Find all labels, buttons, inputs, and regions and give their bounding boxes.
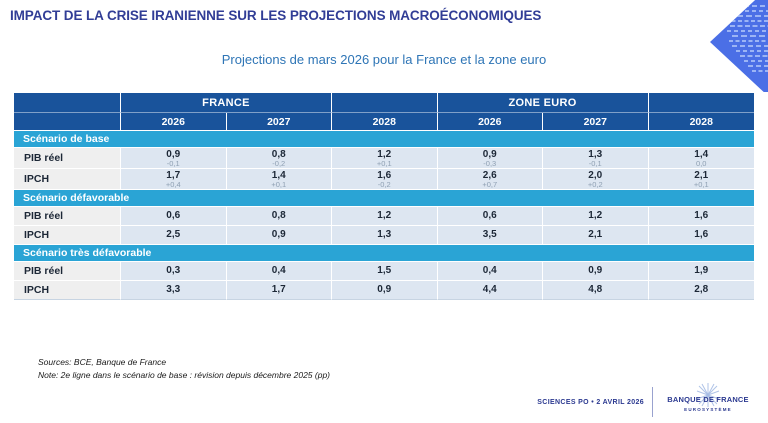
value-cell: 1,2 — [332, 207, 438, 226]
row-label: IPCH — [14, 226, 121, 245]
page-title: IMPACT DE LA CRISE IRANIENNE SUR LES PRO… — [10, 8, 542, 23]
region-header-zone-euro: ZONE EURO — [437, 93, 649, 113]
year-header: 2028 — [332, 113, 438, 131]
value-cell: 0,3 — [121, 262, 227, 281]
value-cell: 1,6 — [648, 226, 754, 245]
value-cell: 1,2 — [543, 207, 649, 226]
value-cell: 0,4 — [226, 262, 332, 281]
value-cell: 0,6 — [121, 207, 227, 226]
revision-value: 0,0 — [696, 159, 707, 168]
table-row: IPCH 3,3 1,7 0,9 4,4 4,8 2,8 — [14, 281, 754, 300]
slide-subtitle: Projections de mars 2026 pour la France … — [221, 52, 547, 67]
value-cell: 1,4 0,0 — [648, 148, 754, 169]
value-cell: 0,6 — [437, 207, 543, 226]
value-cell: 2,8 — [648, 281, 754, 300]
row-label: PIB réel — [14, 262, 121, 281]
value-cell: 1,7 — [226, 281, 332, 300]
value-cell: 0,9 -0,1 — [121, 148, 227, 169]
value-cell: 2,0 +0,2 — [543, 169, 649, 190]
value-cell: 0,8 — [226, 207, 332, 226]
banque-de-france-diamond-icon — [710, 0, 768, 92]
value-cell: 1,3 — [332, 226, 438, 245]
revision-value: -0,1 — [588, 159, 602, 168]
revision-value: -0,3 — [483, 159, 497, 168]
value-cell: 1,3 -0,1 — [543, 148, 649, 169]
section-header-tres-defavorable: Scénario très défavorable — [14, 245, 754, 262]
revision-value: +0,4 — [165, 180, 181, 189]
footer-divider — [652, 387, 653, 417]
revision-value: +0,7 — [482, 180, 498, 189]
event-date-label: SCIENCES PO • 2 AVRIL 2026 — [537, 399, 644, 406]
value-cell: 1,6 — [648, 207, 754, 226]
revision-value: +0,2 — [587, 180, 603, 189]
region-header-spacer — [648, 93, 754, 113]
value-cell: 0,9 — [226, 226, 332, 245]
value-cell: 0,9 -0,3 — [437, 148, 543, 169]
year-header: 2028 — [648, 113, 754, 131]
logo-wordmark: BANQUE DE FRANCE — [667, 395, 749, 404]
revision-value: -0,1 — [166, 159, 180, 168]
year-header: 2026 — [121, 113, 227, 131]
value-cell: 0,8 -0,2 — [226, 148, 332, 169]
table-row: PIB réel 0,9 -0,1 0,8 -0,2 1,2 +0,1 0,9 -0,3… — [14, 148, 754, 169]
revision-note: Note: 2e ligne dans le scénario de base … — [38, 369, 331, 380]
value-cell: 1,9 — [648, 262, 754, 281]
value-cell: 0,9 — [332, 281, 438, 300]
year-header: 2027 — [543, 113, 649, 131]
section-header-base: Scénario de base — [14, 131, 754, 148]
revision-value: +0,1 — [271, 180, 287, 189]
value-cell: 3,5 — [437, 226, 543, 245]
table-row: IPCH 2,5 0,9 1,3 3,5 2,1 1,6 — [14, 226, 754, 245]
value-cell: 0,4 — [437, 262, 543, 281]
value-cell: 2,1 — [543, 226, 649, 245]
row-label: IPCH — [14, 281, 121, 300]
value-cell: 4,4 — [437, 281, 543, 300]
revision-value: +0,1 — [376, 159, 392, 168]
value-cell: 1,4 +0,1 — [226, 169, 332, 190]
table-row: PIB réel 0,6 0,8 1,2 0,6 1,2 1,6 — [14, 207, 754, 226]
value-cell: 3,3 — [121, 281, 227, 300]
value-cell: 1,6 -0,2 — [332, 169, 438, 190]
table-row: IPCH 1,7 +0,4 1,4 +0,1 1,6 -0,2 2,6 +0,7 2,0… — [14, 169, 754, 190]
logo-subtitle: EUROSYSTÈME — [684, 407, 732, 412]
banque-de-france-emblem-icon — [696, 383, 720, 407]
footnotes: Sources: BCE, Banque de France Note: 2e … — [38, 356, 330, 382]
region-header-france: FRANCE — [121, 93, 332, 113]
value-cell: 2,6 +0,7 — [437, 169, 543, 190]
value-cell: 1,7 +0,4 — [121, 169, 227, 190]
table-corner-cell — [14, 93, 121, 113]
year-header: 2026 — [437, 113, 543, 131]
year-header-spacer — [14, 113, 121, 131]
year-header: 2027 — [226, 113, 332, 131]
table-row: PIB réel 0,3 0,4 1,5 0,4 0,9 1,9 — [14, 262, 754, 281]
projections-table: FRANCE ZONE EURO 2026 2027 2028 2026 202… — [14, 93, 754, 300]
value-cell: 4,8 — [543, 281, 649, 300]
sources-note: Sources: BCE, Banque de France — [38, 357, 167, 367]
value-cell: 2,1 +0,1 — [648, 169, 754, 190]
section-header-defavorable: Scénario défavorable — [14, 190, 754, 207]
value-cell: 0,9 — [543, 262, 649, 281]
banque-de-france-logo: BANQUE DE FRANCE EUROSYSTÈME — [660, 383, 756, 419]
row-label: PIB réel — [14, 148, 121, 169]
revision-value: -0,2 — [272, 159, 286, 168]
region-header-spacer — [332, 93, 438, 113]
revision-value: -0,2 — [377, 180, 391, 189]
row-label: IPCH — [14, 169, 121, 190]
revision-value: +0,1 — [693, 180, 709, 189]
row-label: PIB réel — [14, 207, 121, 226]
value-cell: 1,5 — [332, 262, 438, 281]
value-cell: 2,5 — [121, 226, 227, 245]
value-cell: 1,2 +0,1 — [332, 148, 438, 169]
